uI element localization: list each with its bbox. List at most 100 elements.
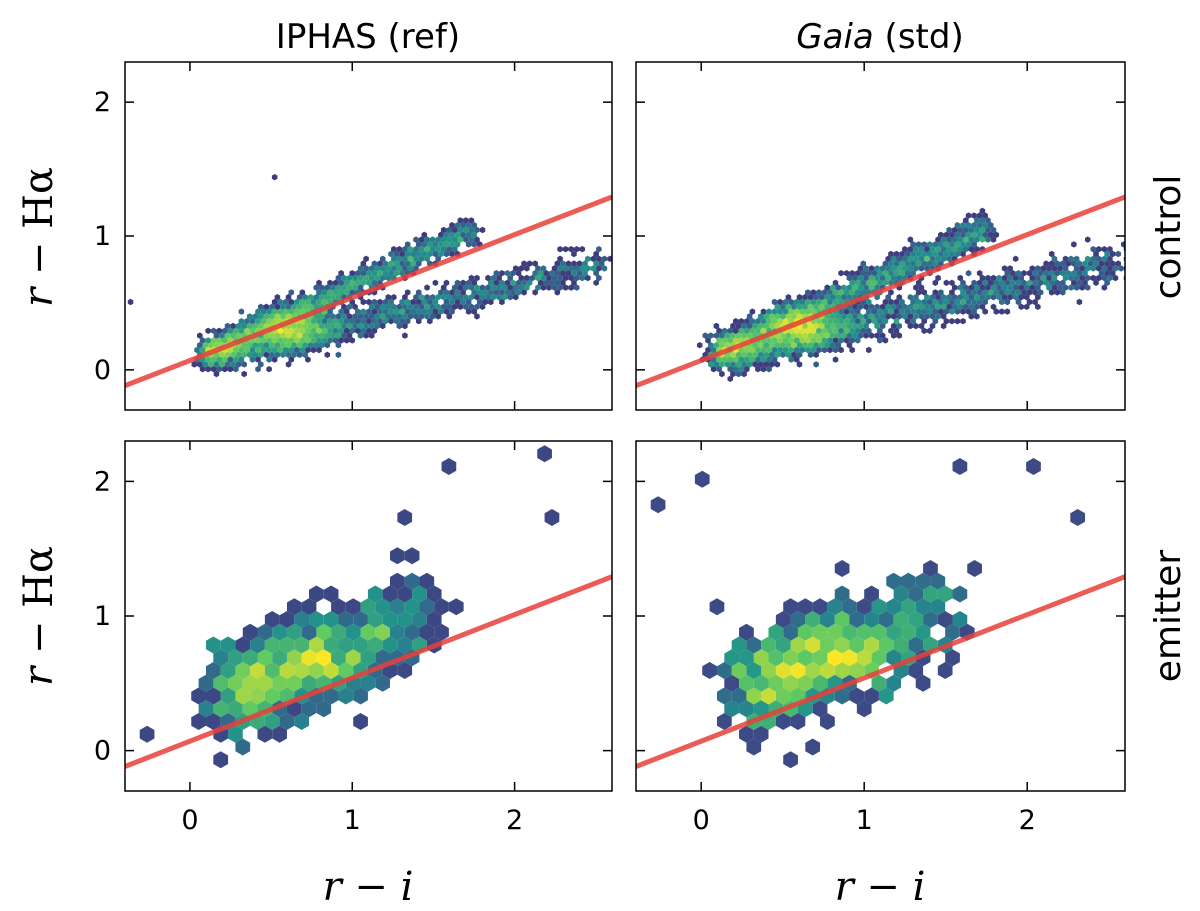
hexbin-cell — [1079, 265, 1085, 272]
hexbin-cell — [413, 303, 419, 310]
hexbin-cell — [908, 585, 924, 603]
hexbin-cell — [1107, 246, 1113, 253]
hexbin-cell — [1010, 270, 1016, 277]
hexbin-cell — [1026, 298, 1033, 306]
hexbin-cell — [943, 298, 950, 306]
hexbin-cell — [1048, 270, 1055, 277]
hexbin-cell — [435, 313, 441, 320]
hexbin-cell — [393, 318, 400, 325]
hexbin-cell — [205, 327, 211, 334]
hexbin-cell — [460, 231, 466, 238]
hexbin-cell — [571, 260, 577, 267]
hexbin-cell — [775, 611, 791, 628]
hexbin-cell — [324, 313, 331, 320]
y-axis-label-bottom: r − Hα — [16, 546, 62, 686]
hexbin-cell — [288, 356, 295, 363]
hexbin-cell — [343, 337, 350, 344]
hexbin-cell — [913, 313, 919, 320]
hexbin-cell — [434, 623, 449, 641]
hexbin-cell — [324, 351, 331, 358]
hexbin-cell — [424, 246, 430, 253]
hexbin-cell — [821, 318, 828, 325]
hexbin-cell — [309, 662, 324, 679]
hexbin-cell — [258, 322, 264, 330]
hexbin-cell — [264, 636, 280, 654]
hexbin-cell — [732, 327, 739, 334]
hexbin-cell — [396, 322, 403, 330]
hexbin-cell — [1073, 265, 1080, 272]
hexbin-cell — [746, 687, 762, 705]
hexbin-cell — [544, 509, 560, 526]
hexbin-cell — [208, 342, 214, 349]
hexbin-cell — [780, 303, 786, 310]
hexbin-cell — [896, 332, 903, 339]
hexbin-cell — [1087, 260, 1094, 267]
hexbin-cell — [868, 313, 875, 320]
hexbin-cell — [250, 636, 265, 654]
hexbin-cell — [877, 308, 883, 315]
reference-line — [636, 194, 1125, 388]
hexbin-cell — [918, 322, 925, 330]
hexbin-cell — [324, 332, 331, 339]
hexbin-cell — [968, 284, 975, 291]
hexbin-cell — [965, 289, 972, 296]
hexbin-cell — [864, 687, 879, 705]
hexbin-cell — [468, 284, 475, 291]
hexbin-cell — [807, 303, 814, 310]
hexbin-cell — [255, 366, 261, 373]
hexbin-cell — [783, 751, 798, 769]
hexbin-cell — [976, 289, 983, 296]
hexbin-cell — [404, 250, 411, 258]
hexbin-cell — [856, 700, 872, 718]
hexbin-cell — [366, 279, 372, 286]
hexbin-cell — [940, 322, 947, 330]
hexbin-cell — [854, 289, 861, 296]
hexbin-cell — [935, 313, 941, 320]
hexbin-cell — [331, 623, 346, 641]
hexbin-cell — [1023, 303, 1030, 310]
hexbin-cell — [1029, 274, 1036, 282]
hexbin-cell — [910, 308, 916, 315]
hexbin-cell — [285, 332, 292, 339]
hexbin-cell — [753, 700, 769, 718]
hexbin-cell — [1012, 255, 1019, 262]
hexbin-cell — [216, 327, 222, 334]
hexbin-cell — [818, 303, 825, 310]
hexbin-cell — [457, 226, 464, 234]
hexbin-cell — [310, 327, 317, 334]
hexbin-cell — [846, 313, 853, 320]
hexbin-cell — [878, 636, 894, 654]
hexbin-cell — [976, 298, 983, 306]
hexbin-cell — [224, 361, 231, 368]
hexbin-cell — [565, 270, 572, 277]
hexbin-cell — [377, 260, 383, 267]
hexbin-cell — [793, 337, 800, 344]
hexbin-cell — [360, 260, 367, 267]
hexbin-cell — [271, 308, 278, 315]
hexbin-cell — [335, 332, 342, 339]
hexbin-cell — [735, 351, 742, 358]
hexbin-cell — [529, 274, 536, 282]
hexbin-cell — [557, 255, 563, 262]
hexbin-cell — [355, 279, 361, 286]
hexbin-cell — [434, 598, 449, 616]
hexbin-cell — [763, 322, 770, 330]
hexbin-cell — [499, 298, 505, 306]
hexbin-cell — [1051, 284, 1058, 291]
hexbin-cell — [468, 294, 475, 301]
hexbin-cell — [374, 303, 380, 310]
hexbin-cell — [940, 246, 947, 253]
hexbin-cell — [791, 351, 797, 358]
hexbin-cell — [415, 289, 422, 296]
hexbin-cell — [1046, 284, 1052, 291]
hexbin-cell — [735, 361, 742, 368]
hexbin-cell — [454, 231, 461, 238]
hexbin-cell — [377, 318, 383, 325]
hexbin-cell — [440, 284, 447, 291]
hexbin-cell — [463, 284, 469, 291]
hexbin-cell — [996, 274, 1002, 282]
hexbin-cell — [1054, 270, 1061, 277]
hexbin-cell — [996, 294, 1002, 301]
hexbin-cell — [813, 303, 819, 310]
hexbin-cell — [943, 250, 950, 258]
